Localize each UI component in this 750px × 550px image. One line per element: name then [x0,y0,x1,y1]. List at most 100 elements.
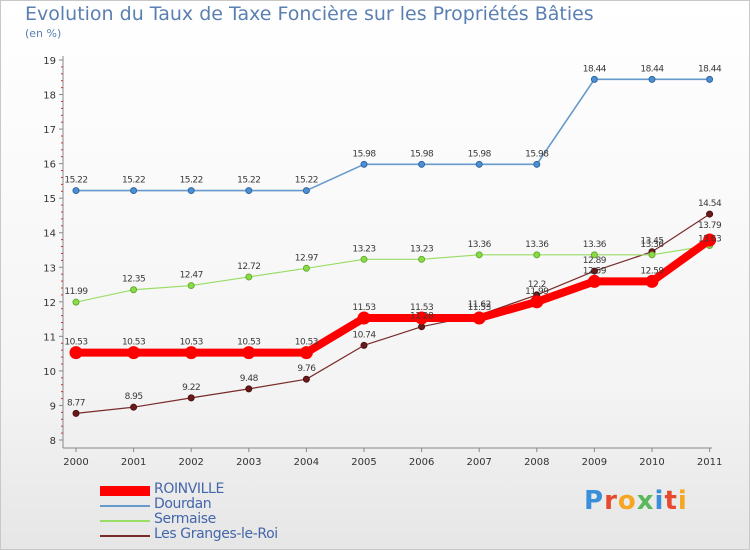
data-point [418,255,426,263]
data-point [472,311,486,325]
logo-letter: i [677,486,688,516]
y-tick-label: 19 [43,56,56,67]
data-label: 10.53 [237,338,260,348]
data-point [245,187,253,195]
x-tick-label: 2007 [466,457,491,468]
data-point [302,375,310,383]
y-tick-label: 16 [43,160,56,171]
data-point [72,298,80,306]
data-point [533,160,541,168]
data-point [72,409,80,417]
x-tick-label: 2006 [409,457,434,468]
x-tick-label: 2004 [294,457,319,468]
legend-label: Sermaise [154,511,216,527]
data-label: 10.74 [352,330,376,340]
data-point [645,274,659,288]
data-label: 13.45 [640,237,663,247]
data-label: 12.35 [122,275,145,285]
data-label: 15.98 [410,149,434,159]
y-tick-label: 10 [43,367,56,378]
data-label: 11.53 [410,303,433,313]
data-point [187,187,195,195]
data-point [706,75,714,83]
unit-label: (en %) [25,27,62,40]
y-tick-label: 12 [43,298,56,309]
data-point [648,251,656,259]
data-label: 12.59 [640,266,664,276]
legend-swatch [100,505,150,507]
legend-item: ROINVILLE [100,481,360,498]
data-point [302,264,310,272]
y-tick-label: 13 [43,263,56,274]
data-point [475,251,483,259]
x-tick-label: 2003 [236,457,261,468]
data-label: 15.22 [295,176,318,186]
series-line-2 [75,244,710,303]
data-point [72,187,80,195]
data-label: 18.44 [583,64,607,74]
data-point [590,75,598,83]
y-tick-label: 14 [43,229,56,240]
x-tick-label: 2001 [121,457,146,468]
data-label: 15.22 [237,176,260,186]
data-label: 12.72 [237,262,260,272]
data-label: 9.76 [297,364,316,374]
y-tick-label: 18 [43,91,56,102]
data-point [299,346,313,360]
data-label: 10.53 [295,338,318,348]
series-line-1 [76,78,710,192]
y-tick-label: 8 [50,436,56,447]
y-tick-label: 9 [50,401,56,412]
data-point [418,160,426,168]
data-label: 9.22 [182,383,200,393]
data-label: 15.22 [180,176,203,186]
data-label: 11.99 [525,287,549,297]
data-label: 13.23 [410,244,433,254]
series-line-0 [76,236,712,357]
data-point [69,346,83,360]
data-label: 14.54 [698,199,722,209]
proxiti-logo: Proxiti [584,486,688,516]
data-point [130,286,138,294]
legend-label: ROINVILLE [154,481,224,497]
data-label: 15.98 [525,149,549,159]
logo-letter: t [664,486,678,516]
data-label: 11.99 [64,287,88,297]
logo-letter: P [584,486,605,516]
data-label: 11.28 [410,312,434,322]
x-tick-label: 2010 [639,457,664,468]
data-point [130,403,138,411]
data-point [184,346,198,360]
x-tick-label: 2000 [63,457,88,468]
data-label: 12.97 [295,253,318,263]
data-label: 11.53 [468,303,491,313]
data-point [648,75,656,83]
data-label: 8.77 [67,398,85,408]
data-label: 13.36 [525,240,549,250]
data-label: 13.36 [468,240,492,250]
data-point [360,255,368,263]
data-label: 12.89 [583,256,607,266]
logo-letter: x [636,486,655,516]
legend-label: Les Granges-le-Roi [154,526,278,542]
x-tick-label: 2008 [524,457,549,468]
data-label: 12.47 [180,271,203,281]
legend-item: Les Granges-le-Roi [100,526,360,543]
data-point [590,251,598,259]
data-label: 10.53 [180,338,203,348]
legend-swatch [100,486,150,496]
data-label: 15.22 [64,176,87,186]
logo-letter: r [604,486,618,516]
data-label: 11.53 [352,303,375,313]
data-point [533,251,541,259]
data-label: 18.44 [640,64,664,74]
y-tick-label: 15 [43,194,56,205]
data-point [360,341,368,349]
x-tick-label: 2005 [351,457,376,468]
data-label: 15.98 [468,149,492,159]
data-point [187,282,195,290]
logo-letter: o [617,486,637,516]
data-label: 13.63 [698,235,721,245]
data-label: 12.59 [583,266,607,276]
